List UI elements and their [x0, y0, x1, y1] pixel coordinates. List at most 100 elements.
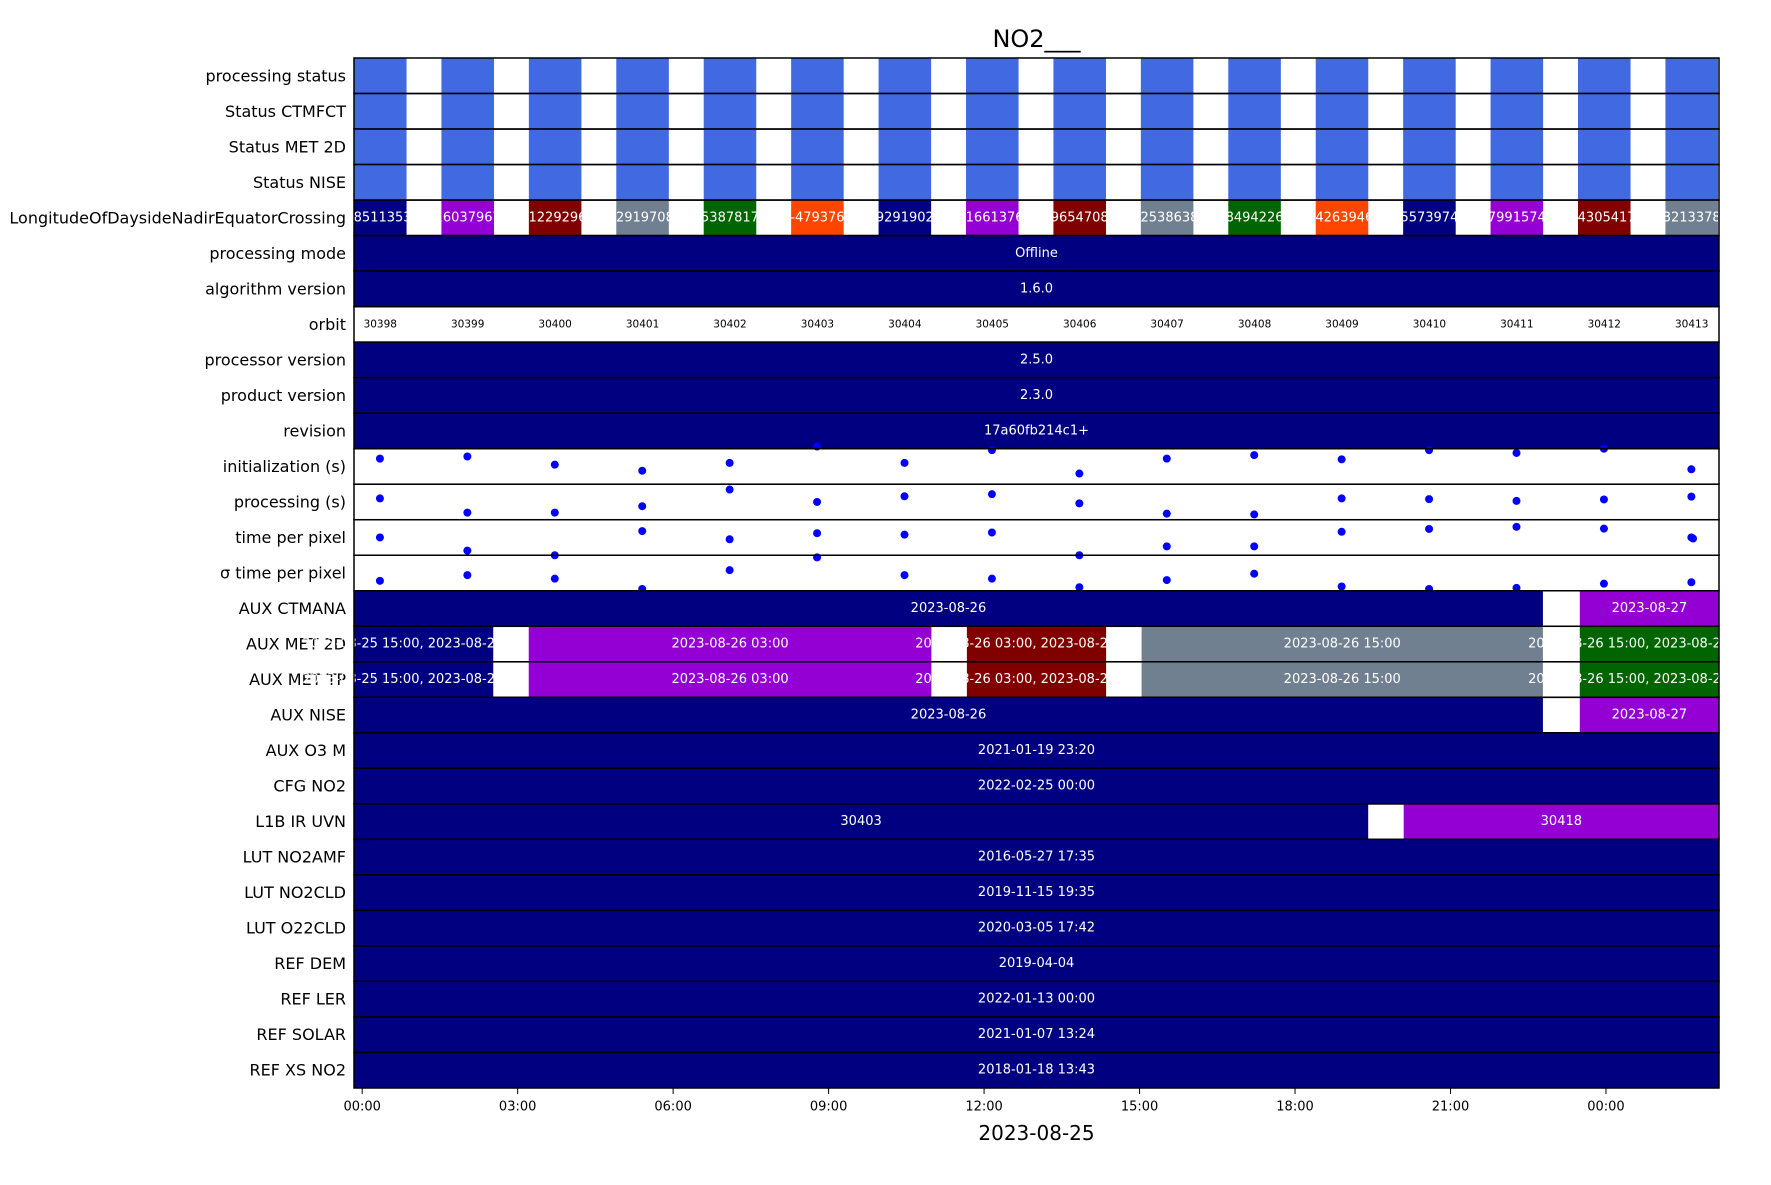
longitude-value: -1661376 — [961, 210, 1024, 225]
status-block — [1577, 164, 1631, 201]
row-label: AUX CTMANA — [239, 599, 346, 618]
x-tick-label: 06:00 — [654, 1100, 691, 1115]
status-block — [965, 93, 1019, 130]
orbit-label: 30403 — [801, 318, 834, 330]
orbit-label: 30401 — [626, 318, 659, 330]
segment-label: 2023-08-26 15:00, 2023-08-27 03:00 — [1528, 672, 1771, 687]
data-point — [725, 485, 734, 494]
status-block — [965, 58, 1019, 94]
row-lut-no2amf: LUT NO2AMF 2016-05-27 17:35 — [243, 838, 1720, 876]
data-point — [1687, 492, 1696, 501]
longitude-value: 9654708 — [1051, 210, 1109, 225]
segment-bar — [1579, 697, 1719, 733]
status-block — [1228, 164, 1281, 201]
data-point — [1250, 510, 1259, 519]
row-aux-ctmana: AUX CTMANA 2023-08-26 2023-08-27 — [239, 590, 1720, 628]
orbit-label: 30399 — [451, 318, 484, 330]
longitude-block — [1490, 200, 1544, 236]
longitude-block — [441, 200, 494, 236]
longitude-value: -2919708 — [611, 210, 674, 225]
status-block — [965, 129, 1019, 165]
row-initialization-s-: initialization (s) — [223, 442, 1720, 485]
status-block — [1577, 129, 1631, 165]
status-block — [878, 164, 932, 201]
data-point — [725, 535, 734, 544]
longitude-value: 8494226 — [1226, 210, 1284, 225]
data-point — [1425, 524, 1434, 533]
data-point — [463, 571, 472, 580]
row-label: Status MET 2D — [229, 137, 346, 156]
longitude-block — [965, 200, 1019, 236]
row-ref-ler: REF LER 2022-01-13 00:00 — [280, 980, 1720, 1018]
status-block — [616, 58, 669, 94]
row-label: product version — [221, 386, 346, 405]
data-point — [1075, 583, 1084, 592]
data-point — [1337, 455, 1346, 464]
segment-bar — [1141, 626, 1543, 662]
orbit-label: 30406 — [1063, 318, 1097, 330]
row-label: L1B IR UVN — [255, 812, 346, 831]
data-point — [1512, 522, 1521, 531]
segment-label: 2023-08-26 — [911, 708, 987, 723]
longitude-value: 5573974 — [1400, 210, 1458, 225]
orbit-label: 30413 — [1675, 318, 1708, 330]
status-block — [1577, 58, 1631, 94]
segment-bar — [1403, 803, 1719, 840]
status-block — [528, 93, 582, 130]
status-block — [1315, 58, 1369, 94]
longitude-block — [1228, 200, 1281, 236]
data-point — [987, 528, 996, 537]
segment-label: 2023-08-26 03:00, 2023-08-26 15:00 — [915, 637, 1158, 652]
segment-bar — [354, 661, 494, 698]
status-block — [1315, 93, 1369, 130]
row-label: REF LER — [280, 990, 346, 1009]
constant-value: 2.5.0 — [1020, 352, 1053, 367]
orbit-label: 30410 — [1413, 318, 1446, 330]
status-block — [1665, 129, 1718, 165]
row-processor-version: processor version 2.5.0 — [204, 341, 1720, 379]
status-block — [965, 164, 1019, 201]
status-block — [1228, 93, 1281, 130]
constant-value: 1.6.0 — [1020, 281, 1053, 296]
status-block — [1403, 58, 1456, 94]
status-block — [528, 129, 582, 165]
orbit-label: 30409 — [1325, 318, 1358, 330]
data-point — [1425, 446, 1434, 455]
row-ref-solar: REF SOLAR 2021-01-07 13:24 — [256, 1016, 1720, 1054]
data-point — [1075, 499, 1084, 508]
segment-bar — [354, 803, 1369, 840]
status-block — [616, 129, 669, 165]
data-point — [375, 494, 384, 503]
orbit-label: 30408 — [1238, 318, 1271, 330]
row-label: processing mode — [209, 244, 346, 263]
row-label: time per pixel — [235, 528, 346, 547]
data-point — [1512, 496, 1521, 505]
row-label: σ time per pixel — [220, 564, 346, 583]
constant-bar — [354, 413, 1719, 449]
row-processing-mode: processing mode Offline — [209, 234, 1720, 272]
status-block — [1490, 93, 1544, 130]
x-tick-label: 15:00 — [1121, 1100, 1158, 1115]
data-point — [550, 574, 559, 583]
row-label: processing status — [206, 66, 346, 85]
status-block — [1140, 129, 1194, 165]
segment-bar — [354, 697, 1543, 733]
x-tick-label: 21:00 — [1432, 1100, 1469, 1115]
status-block — [354, 129, 407, 165]
orbit-label: 30412 — [1588, 318, 1621, 330]
status-block — [528, 164, 582, 201]
longitude-block — [528, 200, 582, 236]
status-block — [441, 58, 494, 94]
status-block — [1490, 58, 1544, 94]
data-point — [813, 497, 822, 506]
orbit-label: 30398 — [364, 318, 397, 330]
longitude-block — [791, 200, 844, 236]
data-point — [638, 466, 647, 475]
row-product-version: product version 2.3.0 — [221, 376, 1720, 414]
data-point — [1512, 583, 1521, 592]
orbit-label: 30402 — [713, 318, 746, 330]
x-tick-label: 00:00 — [343, 1100, 380, 1115]
status-block — [1490, 164, 1544, 201]
